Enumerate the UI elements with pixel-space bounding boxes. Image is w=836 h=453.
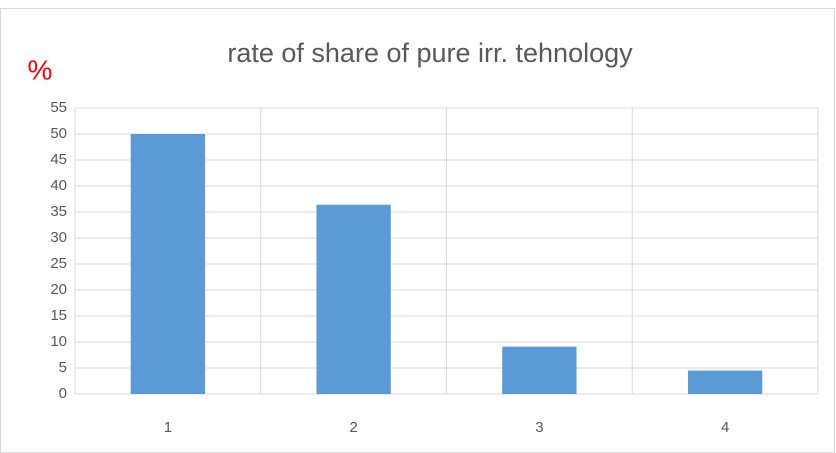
y-tick-label: 15 — [50, 307, 67, 324]
bar — [130, 134, 206, 394]
y-tick-label: 10 — [50, 333, 67, 350]
bar — [316, 204, 391, 394]
x-tick-label: 1 — [164, 419, 172, 436]
y-tick-label: 25 — [50, 255, 67, 272]
y-tick-label: 50 — [50, 125, 67, 142]
x-tick-label: 3 — [535, 419, 543, 436]
y-tick-label: 40 — [50, 177, 67, 194]
x-tick-label: 4 — [721, 419, 729, 436]
x-tick-label: 2 — [349, 419, 357, 436]
y-tick-label: 35 — [50, 203, 67, 220]
y-tick-label: 30 — [50, 229, 67, 246]
y-tick-label: 55 — [50, 99, 67, 116]
y-tick-label: 0 — [59, 385, 67, 402]
y-axis-label: % — [28, 54, 53, 85]
bar — [502, 346, 577, 394]
y-tick-label: 45 — [50, 151, 67, 168]
y-tick-label: 5 — [59, 359, 67, 376]
bar — [687, 370, 763, 394]
y-tick-label: 20 — [50, 281, 67, 298]
chart-title: rate of share of pure irr. tehnology — [227, 38, 633, 68]
